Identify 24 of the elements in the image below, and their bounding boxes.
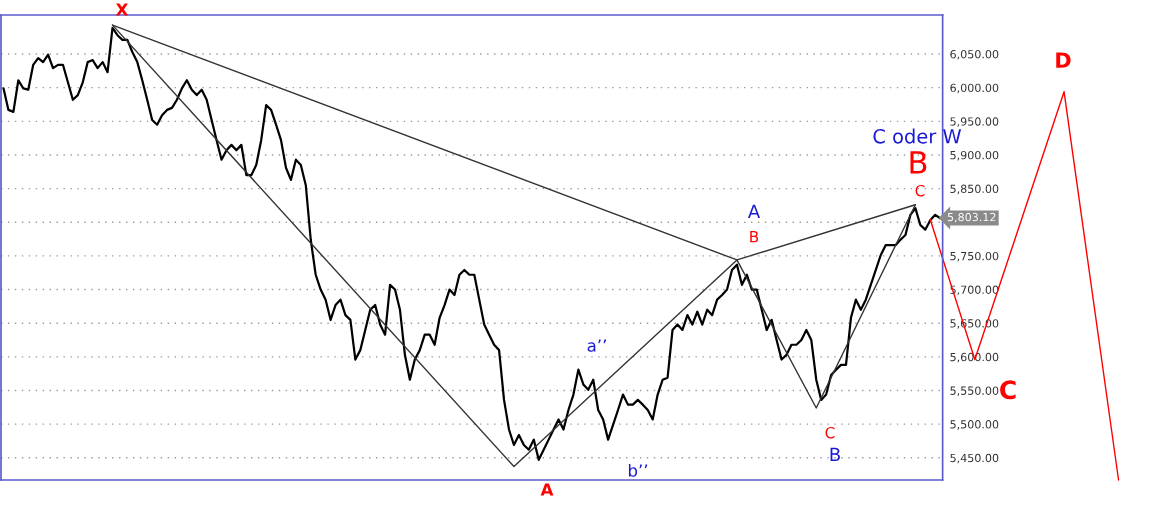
annotation: B: [830, 447, 840, 461]
y-tick-label: 6,050.00: [950, 50, 999, 60]
y-tick-label: 5,850.00: [950, 184, 999, 195]
annotation: A: [747, 204, 761, 218]
annotation: C oder W: [873, 128, 962, 144]
annotation: B: [910, 151, 927, 174]
y-tick-label: 5,950.00: [950, 117, 999, 127]
annotation: b’’: [628, 463, 648, 477]
annotation: D: [1056, 52, 1071, 68]
y-tick-label: 5,750.00: [950, 251, 999, 262]
y-tick-label: 6,000.00: [950, 83, 999, 94]
annotation: C: [825, 426, 835, 439]
annotation: C: [915, 184, 925, 197]
y-tick-label: 5,500.00: [950, 420, 999, 430]
y-tick-label: 5,550.00: [950, 386, 999, 397]
annotation: B: [750, 231, 759, 243]
annotation: C: [1000, 380, 1016, 400]
y-tick-label: 5,450.00: [950, 453, 999, 464]
annotation: a’’: [587, 339, 606, 352]
annotation: X: [115, 3, 129, 16]
text: A: [540, 483, 554, 496]
y-tick-label: 5,600.00: [950, 352, 999, 363]
y-tick-label: 5,900.00: [950, 150, 999, 161]
annotation: 5,803.12: [947, 212, 996, 223]
